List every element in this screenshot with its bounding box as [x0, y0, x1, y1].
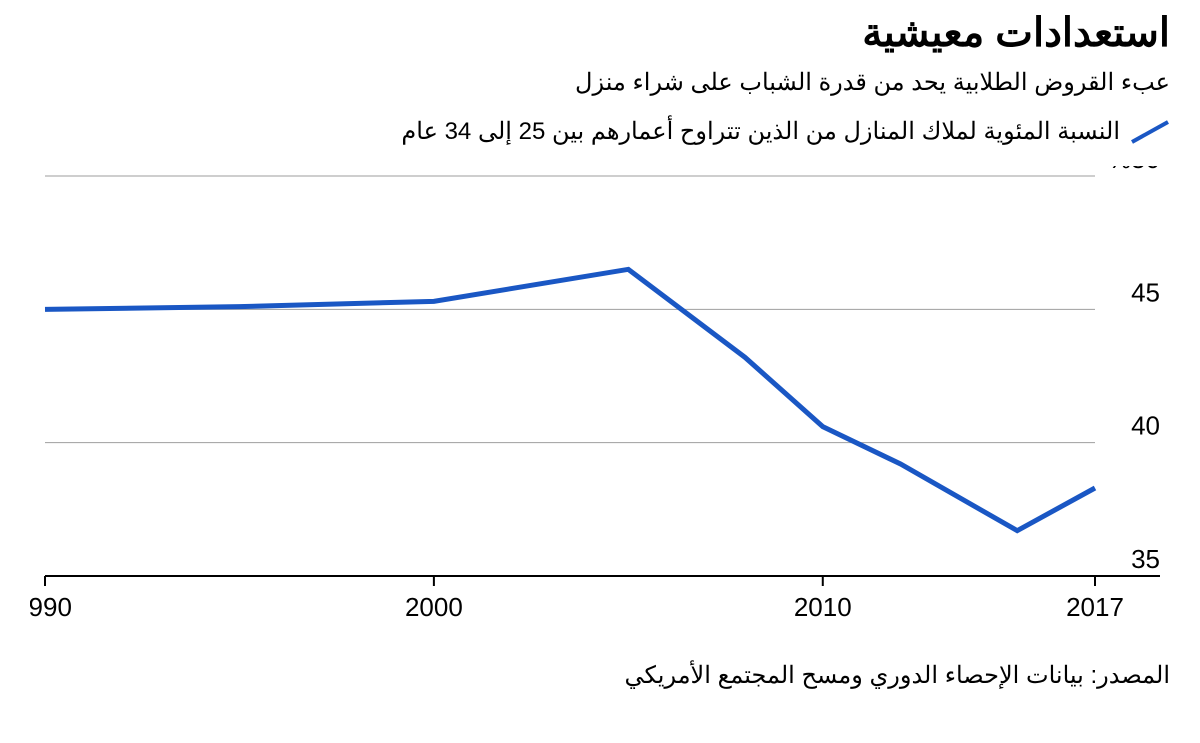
legend-line-icon — [1130, 118, 1170, 146]
y-axis-label: 40 — [1131, 411, 1160, 441]
data-line — [45, 269, 1095, 530]
chart-legend: النسبة المئوية لملاك المنازل من الذين تت… — [30, 117, 1170, 146]
chart-source: المصدر: بيانات الإحصاء الدوري ومسح المجت… — [30, 661, 1170, 690]
chart-title: استعدادات معيشية — [30, 10, 1170, 56]
chart-area: %50 45 40 35 1990 2000 2010 2017 — [30, 166, 1170, 636]
x-axis-label: 2017 — [1066, 592, 1124, 622]
chart-subtitle: عبء القروض الطلابية يحد من قدرة الشباب ع… — [30, 68, 1170, 97]
legend-label: النسبة المئوية لملاك المنازل من الذين تت… — [401, 117, 1120, 146]
x-axis-label: 1990 — [30, 592, 72, 622]
line-chart: %50 45 40 35 1990 2000 2010 2017 — [30, 166, 1170, 636]
y-axis-label: 35 — [1131, 544, 1160, 574]
x-axis-label: 2010 — [794, 592, 852, 622]
x-axis-label: 2000 — [405, 592, 463, 622]
y-axis-label: 45 — [1131, 277, 1160, 307]
y-axis-label: %50 — [1108, 166, 1160, 174]
